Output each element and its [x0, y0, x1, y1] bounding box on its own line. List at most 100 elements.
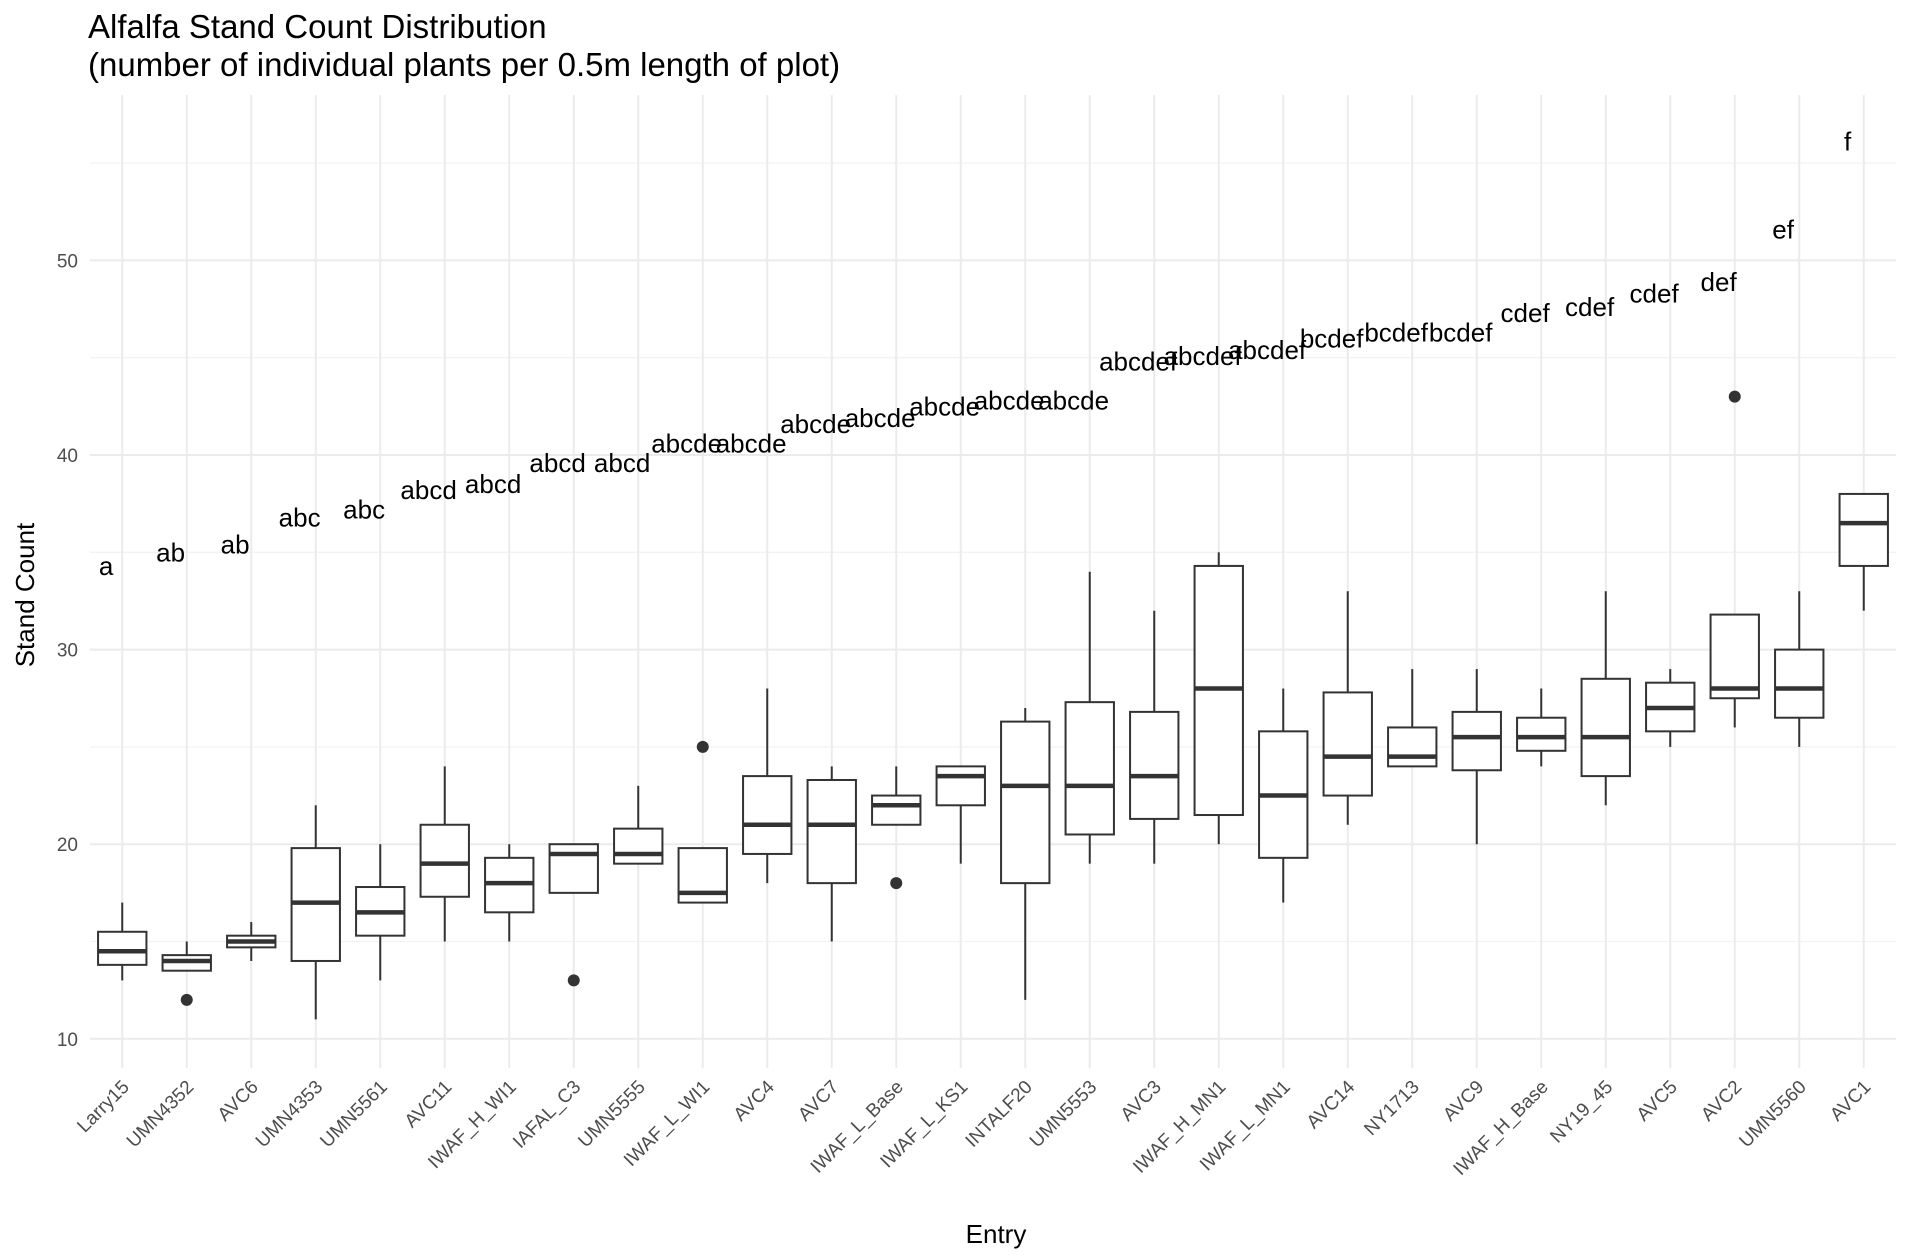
outlier-point — [1728, 390, 1741, 403]
box-UMN4352 — [161, 941, 212, 1006]
box-UMN5553 — [1064, 571, 1115, 864]
box-AVC1 — [1838, 492, 1889, 611]
box-AVC14 — [1322, 591, 1373, 825]
group-letter: abc — [279, 502, 321, 532]
y-axis-title: Stand Count — [10, 522, 40, 667]
x-axis-title: Entry — [966, 1219, 1027, 1249]
box-AVC6 — [226, 922, 277, 961]
group-letter: ab — [221, 530, 250, 560]
box-body — [1516, 716, 1567, 752]
box-IWAF_L_KS1 — [935, 765, 986, 864]
box-body — [935, 765, 986, 807]
y-tick-label: 10 — [57, 1030, 78, 1051]
x-tick-label: NY19_45 — [1546, 1077, 1617, 1148]
box-IWAF_L_MN1 — [1258, 688, 1309, 903]
x-tick-label: INTALF20 — [962, 1077, 1037, 1152]
group-letter: cdef — [1501, 298, 1551, 328]
x-tick-label: AVC11 — [401, 1077, 456, 1132]
box-body — [1709, 613, 1760, 700]
outlier-point — [180, 993, 193, 1006]
group-letter: abcd — [529, 448, 585, 478]
x-tick-label: UMN5561 — [316, 1077, 391, 1152]
x-tick-label: AVC6 — [214, 1077, 263, 1126]
x-tick-label: Larry15 — [73, 1077, 133, 1137]
group-letter: bcdef — [1300, 323, 1364, 353]
box-body — [1580, 677, 1631, 778]
x-tick-label: AVC14 — [1303, 1076, 1360, 1133]
x-tick-label: UMN4353 — [252, 1077, 327, 1152]
x-tick-label: IAFAL_C3 — [509, 1077, 585, 1153]
box-Larry15 — [97, 902, 148, 981]
box-body — [871, 794, 922, 826]
x-tick-label: NY1713 — [1360, 1077, 1423, 1140]
outlier-point — [567, 974, 580, 987]
outlier-point — [696, 740, 709, 753]
box-body — [742, 775, 793, 855]
box-body — [419, 823, 470, 898]
y-tick-label: 20 — [57, 835, 78, 856]
group-letter: abcde — [1038, 386, 1109, 416]
y-axis-ticks: 10 20 30 40 50 — [57, 251, 78, 1050]
box-body — [1064, 701, 1115, 836]
box-body — [548, 843, 599, 894]
group-letter: abcde — [780, 409, 851, 439]
x-tick-label: AVC5 — [1633, 1077, 1682, 1126]
group-letter: cdef — [1630, 278, 1680, 308]
group-letter: abcde — [909, 391, 980, 421]
group-letter: bcdef — [1364, 317, 1428, 347]
group-letter: abcdef — [1099, 347, 1178, 377]
y-tick-label: 30 — [57, 641, 78, 662]
group-letter: abcde — [716, 428, 787, 458]
group-letter: def — [1701, 267, 1738, 297]
x-tick-label: AVC2 — [1697, 1077, 1746, 1126]
box-body — [806, 778, 857, 885]
group-letter: cdef — [1565, 292, 1615, 322]
x-tick-label: AVC3 — [1117, 1077, 1166, 1126]
box-AVC5 — [1645, 669, 1696, 747]
group-letter: abcd — [400, 475, 456, 505]
y-tick-label: 40 — [57, 446, 78, 467]
box-body — [613, 827, 664, 865]
box-AVC4 — [742, 688, 793, 884]
box-INTALF20 — [1000, 707, 1051, 1000]
box-AVC9 — [1451, 669, 1502, 845]
group-letter: a — [99, 551, 114, 581]
x-tick-label: UMN4352 — [123, 1077, 198, 1152]
box-AVC11 — [419, 766, 470, 942]
box-NY1713 — [1387, 669, 1438, 768]
box-IWAF_H_MN1 — [1193, 552, 1244, 845]
box-UMN5560 — [1774, 591, 1825, 747]
x-tick-label: UMN5553 — [1026, 1077, 1101, 1152]
group-letter: abcd — [594, 448, 650, 478]
box-UMN5561 — [355, 844, 406, 981]
group-letter: abcde — [845, 403, 916, 433]
group-letter: abc — [343, 494, 385, 524]
y-tick-label: 50 — [57, 251, 78, 272]
chart-subtitle: (number of individual plants per 0.5m le… — [88, 46, 841, 83]
box-AVC3 — [1129, 610, 1180, 864]
x-tick-label: AVC4 — [730, 1076, 779, 1125]
box-body — [1129, 710, 1180, 820]
box-UMN4353 — [290, 805, 341, 1020]
x-tick-label: UMN5560 — [1735, 1077, 1810, 1152]
box-body — [1322, 691, 1373, 797]
x-tick-label: AVC9 — [1439, 1077, 1488, 1126]
boxes — [97, 390, 1889, 1020]
box-IWAF_H_Base — [1516, 688, 1567, 767]
chart-title: Alfalfa Stand Count Distribution — [88, 8, 547, 45]
box-UMN5555 — [613, 785, 664, 865]
box-body — [1838, 492, 1889, 567]
outlier-point — [890, 877, 903, 890]
box-body — [97, 930, 148, 966]
group-letter: abcdef — [1228, 335, 1307, 365]
box-NY19_45 — [1580, 591, 1631, 806]
group-letter: bcdef — [1429, 317, 1493, 347]
group-letter: ab — [156, 537, 185, 567]
x-tick-label: AVC1 — [1826, 1077, 1875, 1126]
group-letter: abcdef — [1164, 341, 1243, 371]
box-IWAF_L_Base — [871, 766, 922, 890]
box-IWAF_H_WI1 — [484, 844, 535, 942]
group-letter: ef — [1772, 214, 1794, 244]
